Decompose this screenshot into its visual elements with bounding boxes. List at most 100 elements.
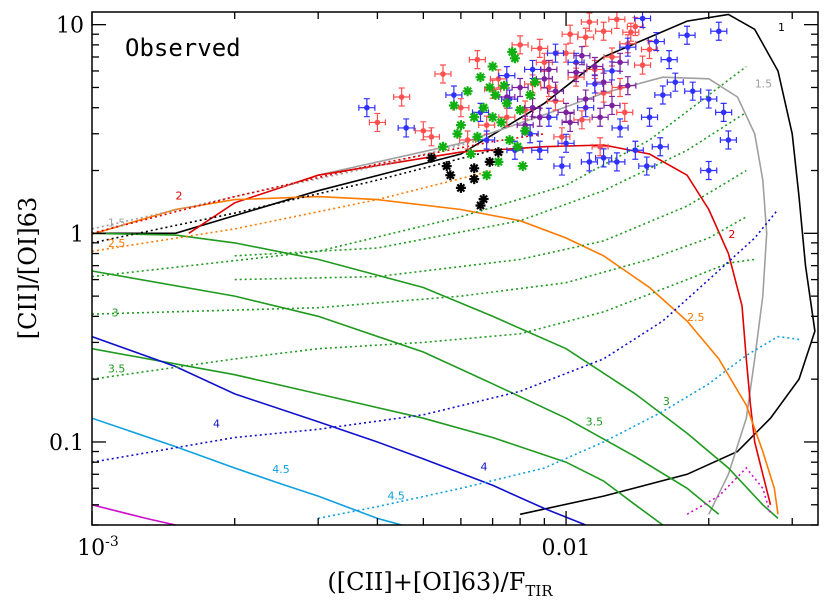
solid-curve-blue-7 <box>92 335 586 525</box>
x-tick-label: 10-3 <box>77 534 119 561</box>
errorbar-point-blue_points <box>647 31 665 52</box>
star-point-green_points <box>487 112 498 123</box>
errorbar-point-blue_points <box>531 140 549 160</box>
star-point-green_points <box>487 61 498 72</box>
dotted-curve-green-5 <box>234 111 747 257</box>
star-point-green_points <box>475 72 486 83</box>
errorbar-point-blue_points <box>523 59 542 80</box>
star-point-black <box>493 147 504 158</box>
errorbar-point-blue_points <box>611 118 629 138</box>
data-points <box>358 12 737 211</box>
errorbar-point-salmon <box>640 39 659 60</box>
errorbar-point-purple <box>619 76 637 96</box>
dotted-curve-gray-0 <box>92 136 493 230</box>
errorbar-point-blue_points <box>580 152 598 172</box>
plot-frame <box>91 11 819 526</box>
star-point-green_points <box>462 86 473 97</box>
dotted-curve-magenta-11 <box>686 466 772 515</box>
curve-label: 3.5 <box>108 363 126 376</box>
errorbar-point-salmon <box>468 50 486 70</box>
star-point-black <box>426 152 437 163</box>
axis-ticks: 10-3 0.01 0.1 1 10 <box>49 12 818 561</box>
x-axis-title: ([CII]+[OI]63)/FTIR <box>327 568 553 600</box>
star-point-green_points <box>481 170 492 181</box>
star-point-green_points <box>525 90 536 100</box>
errorbar-point-blue_points <box>640 107 659 127</box>
errorbar-point-salmon <box>622 22 640 42</box>
x-axis-title-main: ([CII]+[OI]63)/F <box>327 568 525 596</box>
dotted-curve-green-4 <box>92 65 747 278</box>
errorbar-point-blue_points <box>478 130 496 150</box>
errorbar-point-purple <box>577 89 595 109</box>
errorbar-point-salmon <box>511 35 529 55</box>
errorbar-point-purple <box>546 81 565 101</box>
dotted-curve-orange-2 <box>92 169 493 253</box>
errorbar-point-purple <box>557 102 575 122</box>
plot-title: Observed <box>125 34 241 62</box>
star-point-green_points <box>490 90 501 100</box>
solid-curve-black-0 <box>92 13 816 516</box>
star-point-green_points <box>512 141 523 152</box>
errorbar-point-salmon <box>580 12 598 32</box>
errorbar-point-blue_points <box>710 21 728 41</box>
solid-curve-green-5 <box>92 270 720 515</box>
errorbar-point-purple <box>586 56 604 77</box>
errorbar-point-salmon <box>577 27 595 47</box>
star-point-black <box>484 156 495 167</box>
errorbar-point-blue_points <box>358 98 376 118</box>
star-point-green_points <box>438 141 448 152</box>
star-point-green_points <box>452 128 463 139</box>
star-point-green_points <box>515 105 526 115</box>
y-tick-label: 0.1 <box>49 431 84 456</box>
model-curves <box>92 13 816 525</box>
star-point-green_points <box>499 80 510 91</box>
errorbar-point-salmon <box>478 115 496 135</box>
errorbar-point-blue_points <box>651 137 669 157</box>
errorbar-point-blue_points <box>638 156 656 176</box>
errorbar-point-purple <box>540 59 558 80</box>
curve-label: 1.5 <box>755 77 773 90</box>
errorbar-point-purple <box>511 77 529 98</box>
errorbar-point-purple <box>591 107 609 127</box>
solid-curve-magenta-9 <box>92 504 176 525</box>
curve-label: 3.5 <box>586 415 604 428</box>
star-point-green_points <box>469 112 480 123</box>
errorbar-point-blue_points <box>719 130 737 150</box>
star-point-green_points <box>509 53 520 64</box>
dotted-curve-red-3 <box>92 133 545 235</box>
curve-label: 1 <box>778 21 785 34</box>
y-axis-title: [CII]/[OI]63 <box>14 197 42 340</box>
errorbar-point-salmon <box>422 127 441 147</box>
star-point-black <box>469 163 480 174</box>
curve-labels: 1 1.5 2 2.5 3 3 3.5 4 4.5 1.5 2.5 2 3.5 4 4.5 <box>108 21 785 502</box>
errorbar-point-purple <box>567 62 585 83</box>
errorbar-point-purple <box>603 95 621 116</box>
star-point-black <box>469 174 480 185</box>
curve-label: 4 <box>213 418 220 431</box>
star-point-green_points <box>507 46 518 57</box>
star-point-green_points <box>504 135 515 145</box>
star-point-green_points <box>472 131 483 142</box>
errorbar-point-blue_points <box>557 133 575 153</box>
errorbar-point-blue_points <box>700 160 718 181</box>
solid-curve-orange-3 <box>92 195 779 515</box>
solid-curve-green-6 <box>92 347 664 525</box>
star-point-black <box>441 161 452 172</box>
solid-curve-green-4 <box>92 232 779 519</box>
curve-label: 4.5 <box>272 463 290 476</box>
star-point-green_points <box>465 149 476 159</box>
errorbar-point-blue_points <box>546 43 565 63</box>
curve-label: 2 <box>175 190 182 203</box>
solid-curve-gray-1 <box>318 76 768 515</box>
dotted-curve-green-8 <box>92 258 755 380</box>
errorbar-point-salmon <box>626 16 644 37</box>
star-point-green_points <box>493 156 504 167</box>
x-axis-title-subscript: TIR <box>525 582 553 600</box>
errorbar-point-blue_points <box>619 37 637 57</box>
errorbar-point-salmon <box>434 64 452 84</box>
errorbar-point-salmon <box>368 112 387 133</box>
star-point-green_points <box>478 102 489 113</box>
curve-label: 3 <box>663 395 670 408</box>
errorbar-point-salmon <box>459 130 477 150</box>
